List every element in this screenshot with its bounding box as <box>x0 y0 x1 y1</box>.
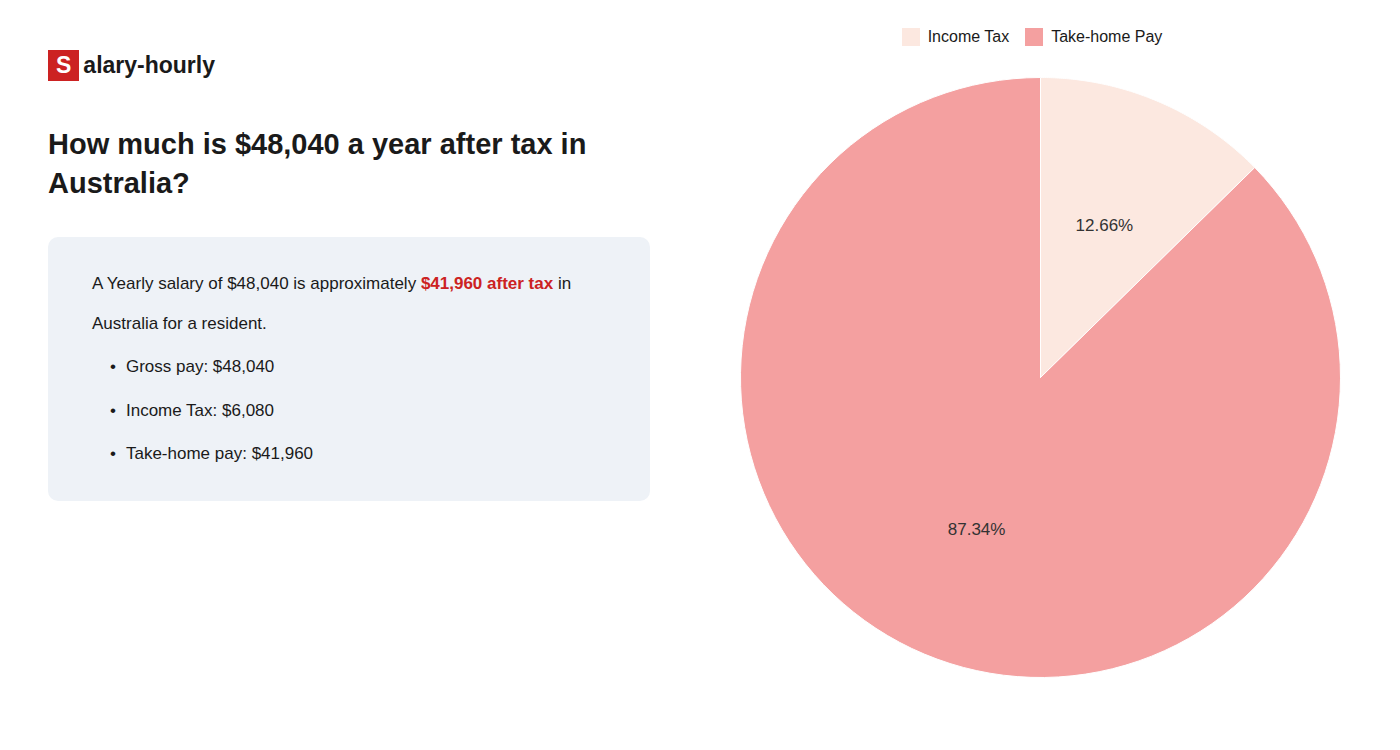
svg-text:12.66%: 12.66% <box>1076 216 1134 235</box>
html-text:A Yearly salary of $48,040 is: A Yearly salary of $48,040 is approximat… <box>92 274 572 294</box>
html-text:Australia for a resident.: Australia for a resident. <box>92 313 267 333</box>
svg-text:87.34%: 87.34% <box>948 520 1006 539</box>
html-text:Take-home pay: $41,960: Take-home pay: $41,960 <box>126 444 314 464</box>
html-text:Income Tax: $6,080: Income Tax: $6,080 <box>126 400 274 420</box>
html-text:Take-home Pay: Take-home Pay <box>1051 27 1163 45</box>
html-text:Gross pay: $48,040: Gross pay: $48,040 <box>126 357 275 377</box>
html-text:Income Tax: Income Tax <box>927 27 1010 45</box>
html-text:alary-hourly: alary-hourly <box>83 52 215 78</box>
html-text:How much is $48,040 a year aft: How much is $48,040 a year after tax in … <box>48 128 587 200</box>
html-text:S: S <box>56 52 72 78</box>
